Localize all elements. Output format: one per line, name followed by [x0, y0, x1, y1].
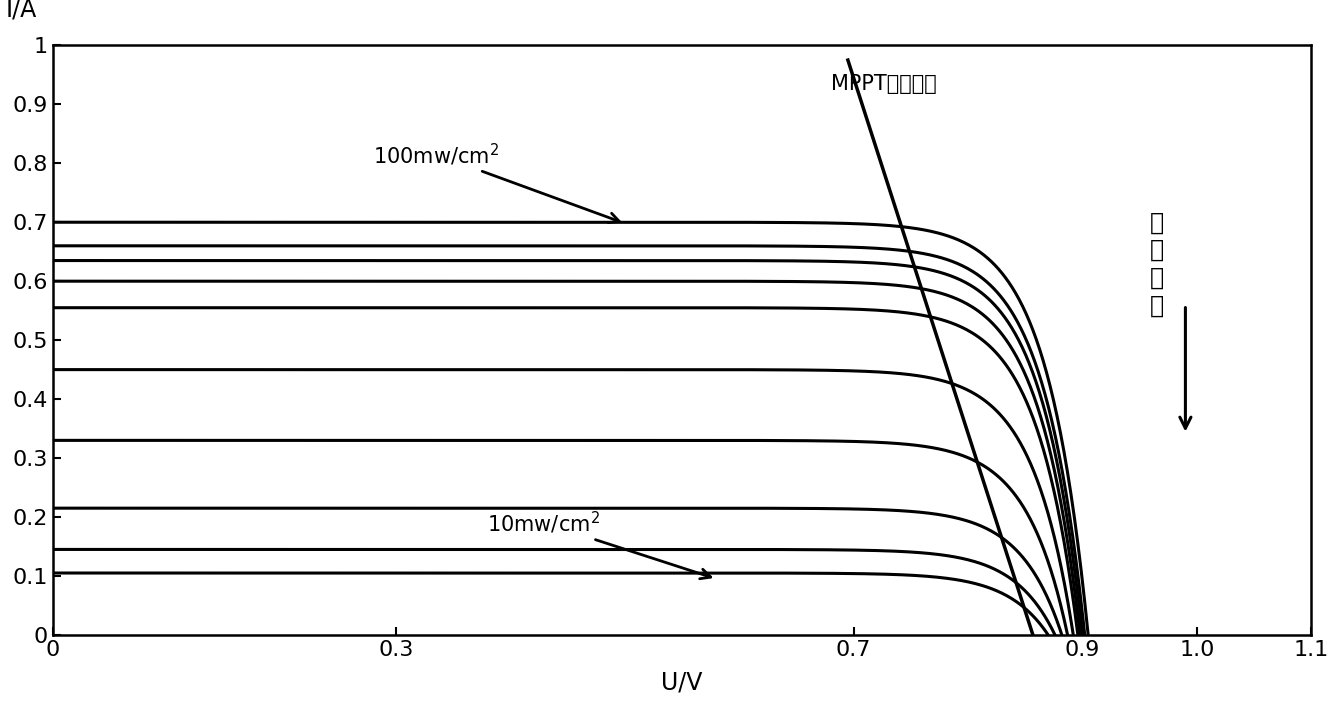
Text: 光
强
降
低: 光 强 降 低	[1150, 210, 1164, 318]
Y-axis label: I/A: I/A	[5, 0, 38, 22]
Text: 10mw/cm$^2$: 10mw/cm$^2$	[488, 510, 710, 579]
X-axis label: U/V: U/V	[662, 671, 702, 695]
Text: MPPT控制曲线: MPPT控制曲线	[831, 73, 937, 94]
Text: 100mw/cm$^2$: 100mw/cm$^2$	[373, 141, 619, 222]
